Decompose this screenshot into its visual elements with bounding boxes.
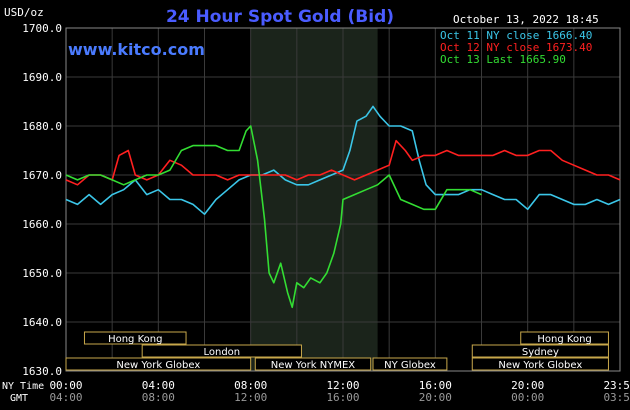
unit-label: USD/oz	[4, 6, 44, 19]
session-bar	[65, 357, 252, 371]
session-label: Sydney	[522, 347, 559, 358]
legend: Oct 11 NY close 1666.40 Oct 12 NY close …	[440, 29, 592, 66]
series-line-2	[65, 139, 621, 186]
x-tick-label-ny: 00:00	[49, 379, 82, 392]
session-label: New York Globex	[116, 360, 200, 371]
series-line-1	[65, 105, 621, 215]
session-bar	[254, 357, 372, 371]
site-url: www.kitco.com	[68, 40, 205, 59]
session-label: Hong Kong	[108, 334, 162, 345]
x-axis-ticks: 00:0004:0008:0012:0016:0020:0023:5904:00…	[49, 379, 630, 404]
y-tick-label: 1690.0	[22, 71, 62, 84]
x-tick-label-gmt: 16:00	[326, 391, 359, 404]
x-tick-label-ny: 04:00	[142, 379, 175, 392]
session-label: New York Globex	[498, 360, 582, 371]
session-label: Hong Kong	[537, 334, 591, 345]
highlight-layer	[250, 28, 378, 371]
legend-entry-oct11: Oct 11 NY close 1666.40	[440, 29, 592, 42]
chart-title: 24 Hour Spot Gold (Bid)	[166, 7, 394, 27]
x-tick-label-ny: 20:00	[511, 379, 544, 392]
ny-time-row-label: NY Time	[2, 381, 44, 392]
y-tick-label: 1630.0	[22, 365, 62, 378]
x-tick-label-gmt: 08:00	[142, 391, 175, 404]
y-axis-ticks: 1700.0 1690.0 1680.0 1670.0 1660.0 1650.0 1640…	[22, 22, 62, 378]
session-label: London	[203, 347, 240, 358]
y-tick-label: 1670.0	[22, 169, 62, 182]
y-tick-label: 1680.0	[22, 120, 62, 133]
session-label: New York NYMEX	[271, 360, 356, 371]
gmt-row-label: GMT	[10, 393, 28, 404]
x-tick-label-gmt: 03:59	[603, 391, 630, 404]
x-tick-label-gmt: 12:00	[234, 391, 267, 404]
session-bar	[471, 357, 609, 371]
y-tick-label: 1700.0	[22, 22, 62, 35]
y-tick-label: 1660.0	[22, 218, 62, 231]
series-layer	[65, 105, 621, 309]
y-tick-label: 1650.0	[22, 267, 62, 280]
session-bar	[372, 357, 448, 371]
nymex-highlight-band	[250, 28, 378, 371]
x-tick-label-ny: 08:00	[234, 379, 267, 392]
session-bar	[520, 331, 609, 345]
series-line-3	[65, 125, 482, 309]
y-tick-label: 1640.0	[22, 316, 62, 329]
session-bar	[471, 344, 609, 358]
x-tick-label-ny: 16:00	[419, 379, 452, 392]
session-bar	[141, 344, 302, 358]
session-bar	[83, 331, 187, 345]
timestamp-label: October 13, 2022 18:45	[453, 13, 599, 26]
x-tick-label-gmt: 00:00	[511, 391, 544, 404]
x-tick-label-gmt: 04:00	[49, 391, 82, 404]
session-label: NY Globex	[384, 360, 436, 371]
x-tick-label-gmt: 20:00	[419, 391, 452, 404]
x-tick-label-ny: 12:00	[326, 379, 359, 392]
legend-entry-oct13: Oct 13 Last 1665.90	[440, 53, 566, 66]
x-tick-label-ny: 23:59	[603, 379, 630, 392]
legend-entry-oct12: Oct 12 NY close 1673.40	[440, 41, 592, 54]
